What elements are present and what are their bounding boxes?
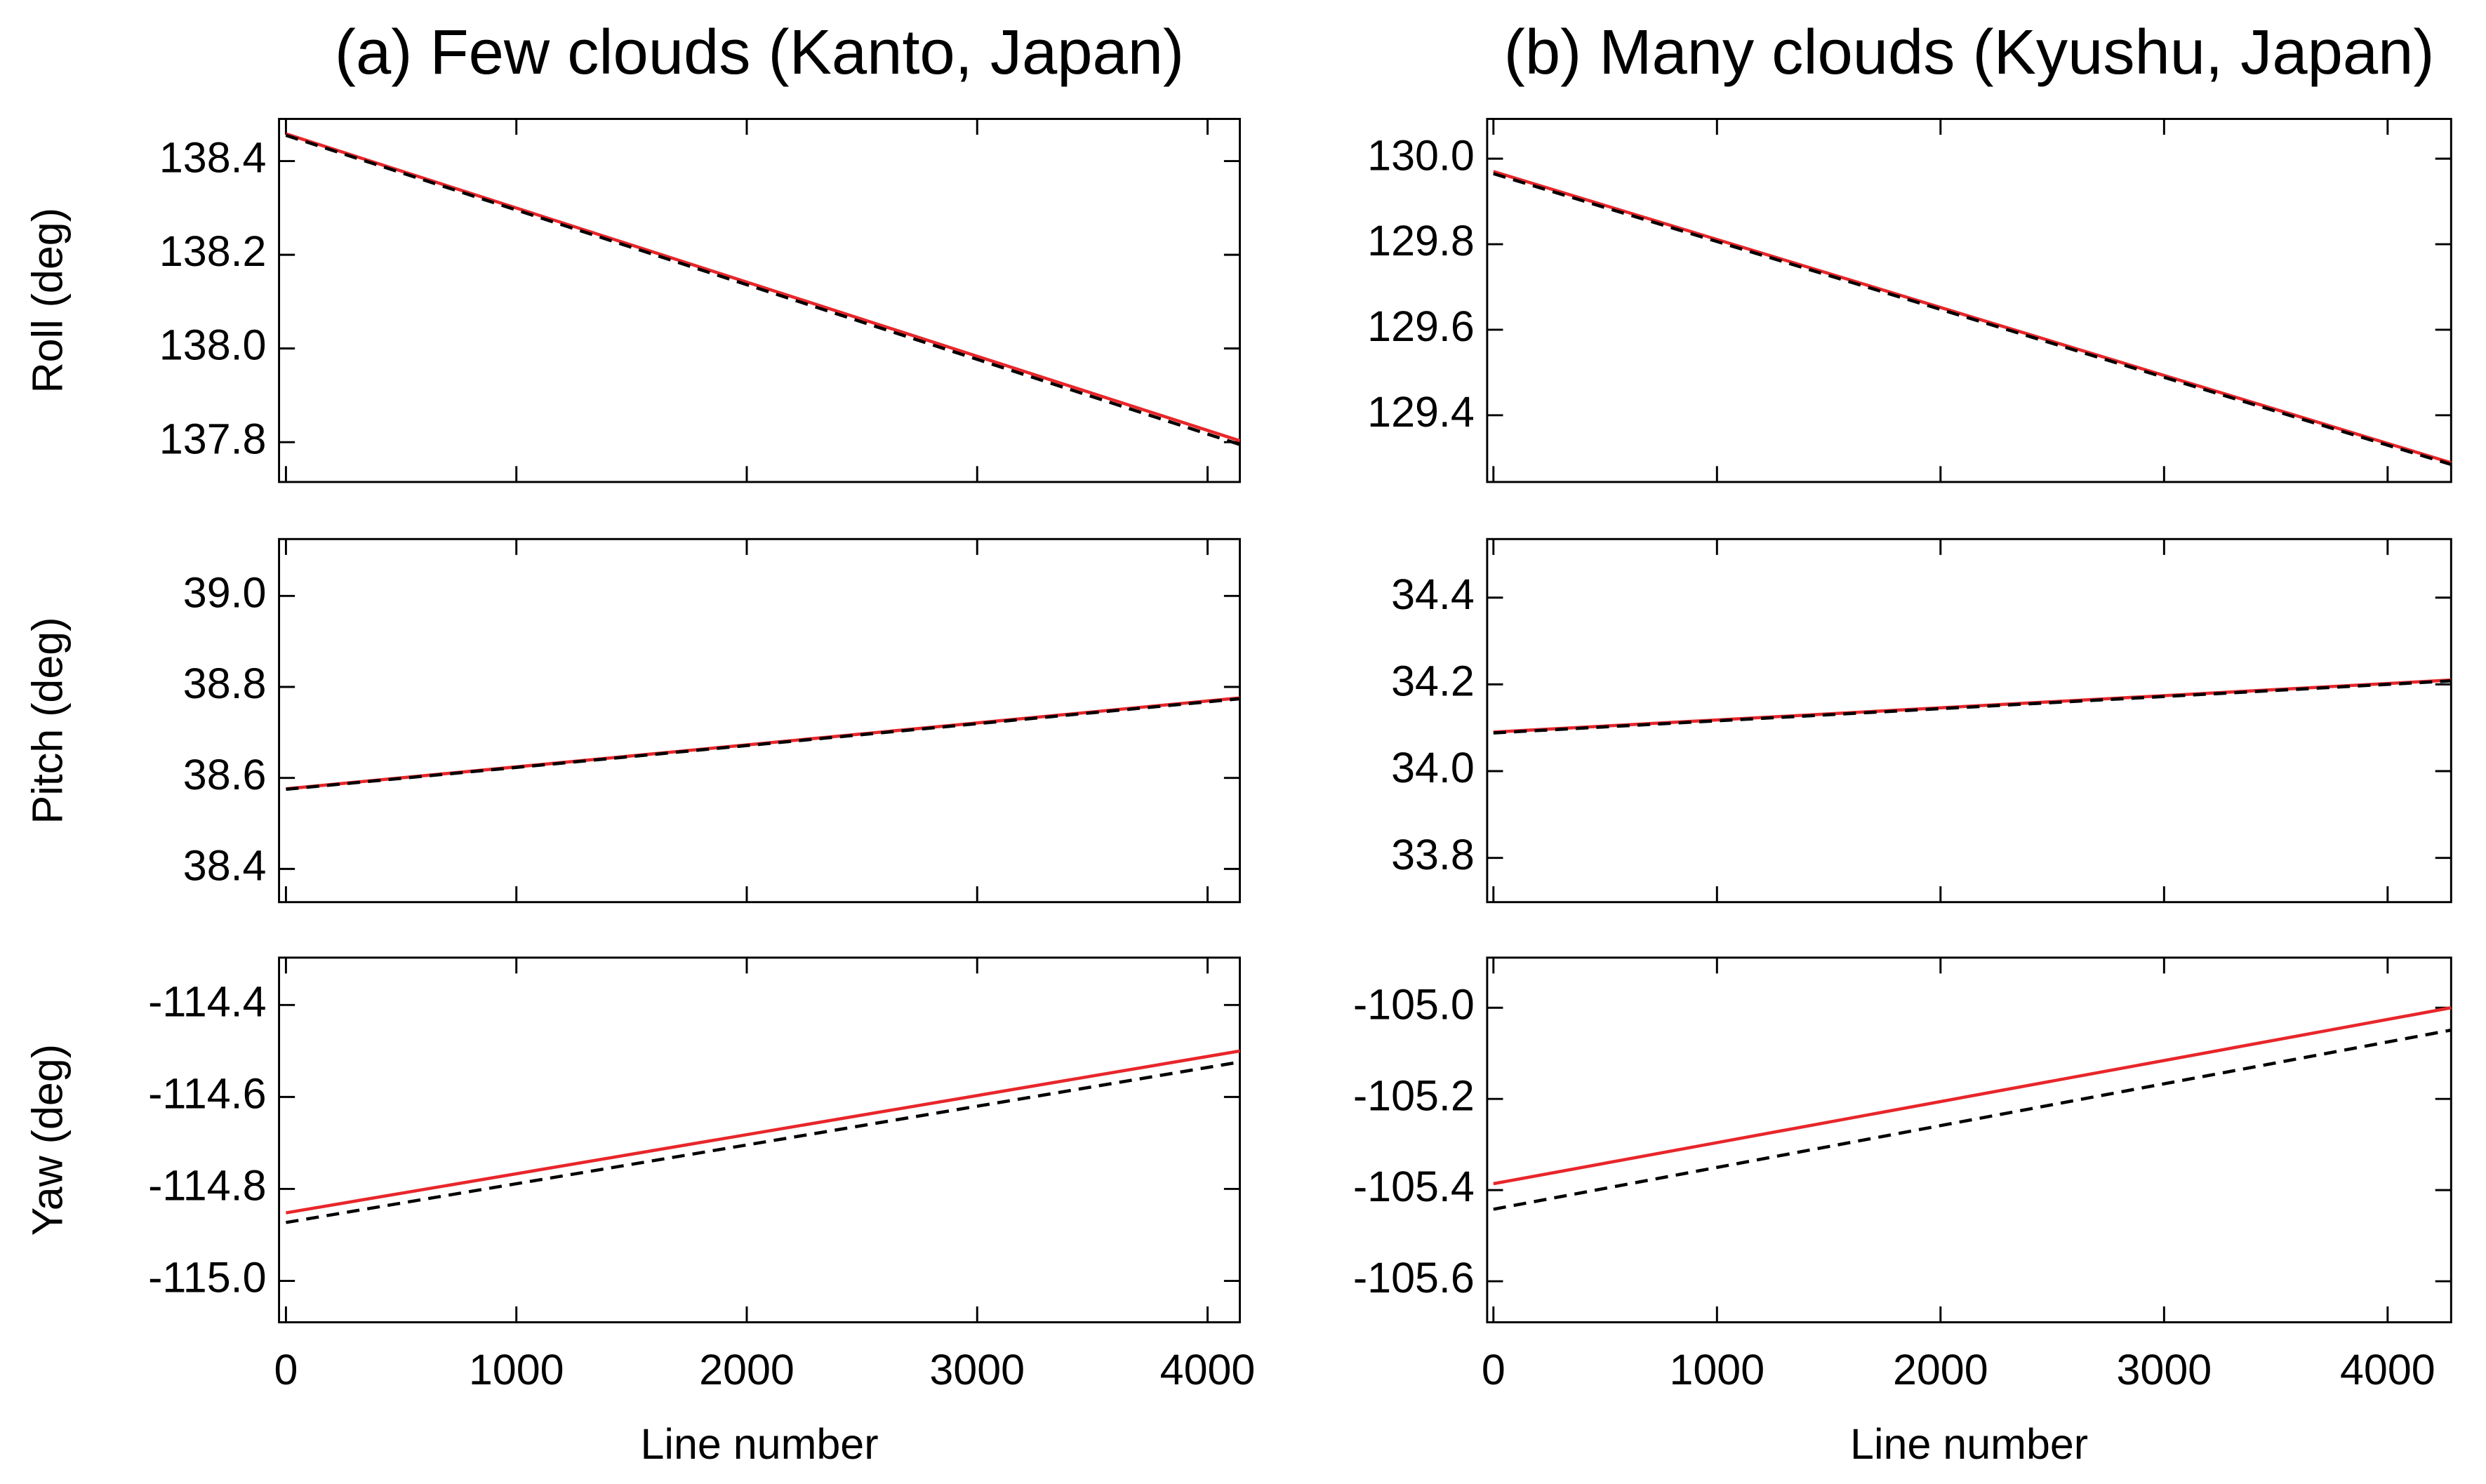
data-line (285, 132, 1241, 443)
x-tick-label: 0 (274, 1346, 298, 1393)
panel-title: (a) Few clouds (Kanto, Japan) (335, 17, 1184, 88)
data-line (286, 1060, 1240, 1224)
y-tick-label: -105.6 (1353, 1254, 1475, 1302)
x-tick-label: 2000 (1893, 1346, 1988, 1393)
y-tick-label: 138.0 (159, 321, 267, 369)
y-tick-label: -114.6 (148, 1069, 266, 1117)
data-line (1493, 679, 2452, 735)
y-tick-label: 130.0 (1367, 131, 1475, 179)
x-axis-label: Line number (1850, 1420, 2088, 1468)
data-line (285, 133, 1241, 446)
y-tick-label: 34.0 (1391, 744, 1475, 791)
y-tick-label: 138.2 (159, 227, 267, 275)
plot-frame (1486, 537, 2452, 904)
x-tick-label: 1000 (469, 1346, 564, 1393)
y-tick-label: 138.4 (159, 134, 267, 182)
y-tick-label: 38.4 (183, 841, 267, 889)
y-tick-label: -114.4 (148, 977, 266, 1025)
plot-frame (1486, 956, 2452, 1323)
y-axis-label: Pitch (deg) (23, 617, 71, 824)
y-axis-label: Roll (deg) (23, 208, 71, 393)
x-axis-label: Line number (640, 1420, 878, 1468)
y-tick-label: -115.0 (148, 1254, 266, 1302)
data-line (286, 697, 1240, 791)
data-line (1493, 1006, 2452, 1186)
data-line (286, 1049, 1240, 1215)
plot-frame (278, 956, 1241, 1323)
y-tick-label: -114.8 (148, 1162, 266, 1210)
x-tick-label: 2000 (699, 1346, 795, 1393)
x-tick-label: 3000 (2116, 1346, 2212, 1393)
y-tick-label: 129.6 (1367, 302, 1475, 350)
y-tick-label: 129.4 (1367, 388, 1475, 436)
data-line (1493, 170, 2452, 464)
y-tick-label: 38.6 (183, 751, 267, 798)
plot-frame (1486, 118, 2452, 483)
y-tick-label: 38.8 (183, 660, 267, 707)
panel-title: (b) Many clouds (Kyushu, Japan) (1504, 17, 2435, 88)
plot-frame (278, 118, 1241, 483)
x-tick-label: 0 (1482, 1346, 1505, 1393)
data-line (1493, 172, 2452, 467)
y-tick-label: 34.2 (1391, 657, 1475, 704)
data-line (1493, 1028, 2452, 1211)
x-tick-label: 3000 (929, 1346, 1025, 1393)
y-tick-label: 39.0 (183, 568, 267, 616)
y-tick-label: 137.8 (159, 415, 267, 462)
y-tick-label: -105.0 (1353, 980, 1475, 1028)
y-tick-label: 33.8 (1391, 831, 1475, 878)
y-tick-label: 34.4 (1391, 570, 1475, 618)
x-tick-label: 4000 (1160, 1346, 1256, 1393)
y-tick-label: 129.8 (1367, 217, 1475, 265)
y-axis-label: Yaw (deg) (23, 1044, 71, 1236)
plot-frame (278, 537, 1241, 904)
x-tick-label: 4000 (2340, 1346, 2435, 1393)
y-tick-label: -105.2 (1353, 1071, 1475, 1119)
y-tick-label: -105.4 (1353, 1163, 1475, 1210)
x-tick-label: 1000 (1669, 1346, 1764, 1393)
